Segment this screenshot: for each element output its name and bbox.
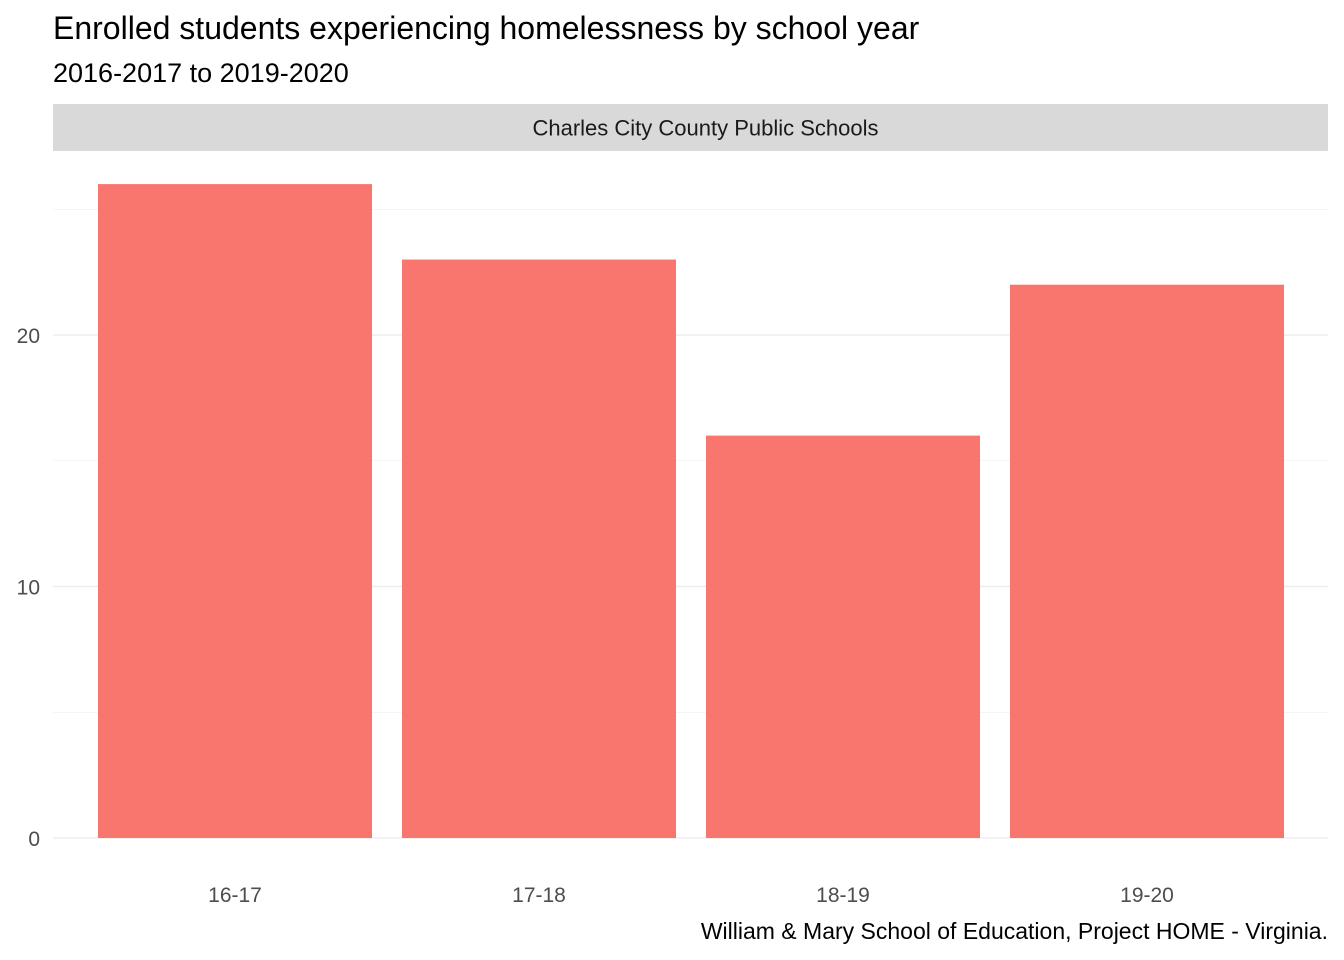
bar-19-20 — [1010, 284, 1284, 838]
x-tick-label: 19-20 — [1120, 884, 1174, 907]
chart-subtitle: 2016-2017 to 2019-2020 — [53, 58, 349, 88]
facet-strip — [53, 104, 1328, 151]
x-tick-label: 16-17 — [208, 884, 262, 907]
bar-16-17 — [98, 184, 372, 839]
x-tick-label: 17-18 — [512, 884, 566, 907]
x-axis-ticks: 16-17 17-18 18-19 19-20 — [208, 884, 1174, 907]
bar-17-18 — [402, 259, 676, 838]
facet-strip-label: Charles City County Public Schools — [532, 116, 878, 141]
chart-title: Enrolled students experiencing homelessn… — [53, 10, 920, 46]
y-tick-label: 20 — [17, 325, 40, 348]
y-tick-label: 10 — [17, 577, 40, 600]
x-tick-label: 18-19 — [816, 884, 870, 907]
bar-18-19 — [706, 435, 980, 838]
y-axis-ticks: 0 10 20 — [17, 325, 40, 851]
chart-caption: William & Mary School of Education, Proj… — [700, 918, 1328, 944]
bars — [98, 184, 1284, 839]
y-tick-label: 0 — [28, 828, 40, 851]
